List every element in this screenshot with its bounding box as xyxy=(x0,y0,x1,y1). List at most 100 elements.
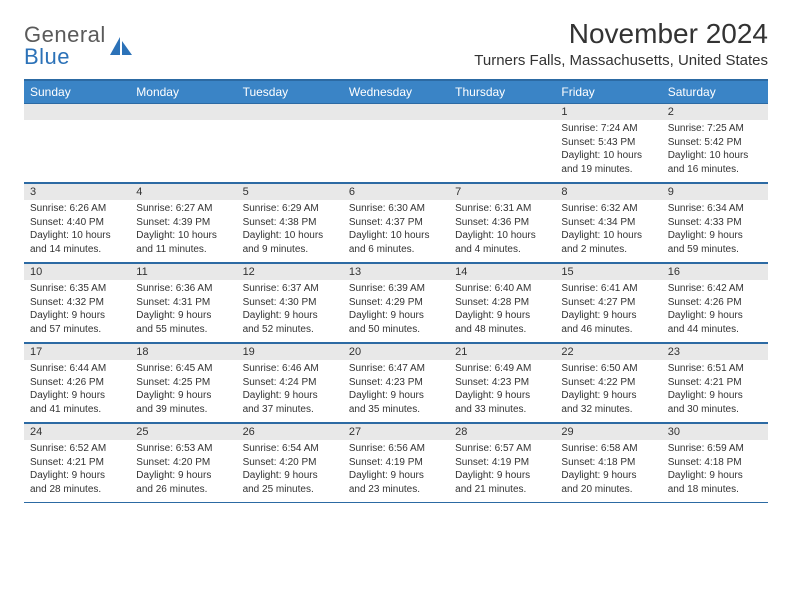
sunrise-text: Sunrise: 6:37 AM xyxy=(243,282,337,296)
daylight-text: Daylight: 9 hours and 41 minutes. xyxy=(30,389,124,416)
calendar-grid: Sunday Monday Tuesday Wednesday Thursday… xyxy=(24,79,768,503)
sunrise-text: Sunrise: 6:36 AM xyxy=(136,282,230,296)
day-number: 7 xyxy=(449,184,555,200)
sunset-text: Sunset: 4:28 PM xyxy=(455,296,549,310)
sunset-text: Sunset: 4:25 PM xyxy=(136,376,230,390)
daylight-text: Daylight: 9 hours and 21 minutes. xyxy=(455,469,549,496)
sunset-text: Sunset: 4:21 PM xyxy=(668,376,762,390)
daylight-text: Daylight: 10 hours and 4 minutes. xyxy=(455,229,549,256)
day-details: Sunrise: 6:36 AMSunset: 4:31 PMDaylight:… xyxy=(130,280,236,342)
day-number xyxy=(343,104,449,120)
day-details: Sunrise: 6:40 AMSunset: 4:28 PMDaylight:… xyxy=(449,280,555,342)
weekday-header-tuesday: Tuesday xyxy=(237,81,343,103)
sunset-text: Sunset: 4:18 PM xyxy=(561,456,655,470)
sunrise-text: Sunrise: 6:29 AM xyxy=(243,202,337,216)
sunrise-text: Sunrise: 6:56 AM xyxy=(349,442,443,456)
sunset-text: Sunset: 4:19 PM xyxy=(349,456,443,470)
sunset-text: Sunset: 4:40 PM xyxy=(30,216,124,230)
day-number: 5 xyxy=(237,184,343,200)
day-number: 6 xyxy=(343,184,449,200)
daylight-text: Daylight: 10 hours and 16 minutes. xyxy=(668,149,762,176)
day-details: Sunrise: 6:26 AMSunset: 4:40 PMDaylight:… xyxy=(24,200,130,262)
day-number: 28 xyxy=(449,424,555,440)
day-number xyxy=(449,104,555,120)
daylight-text: Daylight: 9 hours and 55 minutes. xyxy=(136,309,230,336)
sunrise-text: Sunrise: 6:58 AM xyxy=(561,442,655,456)
sunrise-text: Sunrise: 7:24 AM xyxy=(561,122,655,136)
daylight-text: Daylight: 9 hours and 52 minutes. xyxy=(243,309,337,336)
title-block: November 2024 Turners Falls, Massachuset… xyxy=(474,18,768,69)
sunset-text: Sunset: 4:21 PM xyxy=(30,456,124,470)
day-body-row: Sunrise: 7:24 AMSunset: 5:43 PMDaylight:… xyxy=(24,120,768,183)
day-number: 18 xyxy=(130,344,236,360)
daylight-text: Daylight: 9 hours and 28 minutes. xyxy=(30,469,124,496)
logo-text-block: General Blue xyxy=(24,24,106,68)
daylight-text: Daylight: 10 hours and 2 minutes. xyxy=(561,229,655,256)
day-details xyxy=(237,120,343,182)
daylight-text: Daylight: 9 hours and 18 minutes. xyxy=(668,469,762,496)
day-body-row: Sunrise: 6:44 AMSunset: 4:26 PMDaylight:… xyxy=(24,360,768,423)
sunset-text: Sunset: 4:23 PM xyxy=(455,376,549,390)
day-details: Sunrise: 6:46 AMSunset: 4:24 PMDaylight:… xyxy=(237,360,343,422)
sunrise-text: Sunrise: 6:32 AM xyxy=(561,202,655,216)
day-number: 11 xyxy=(130,264,236,280)
day-number: 9 xyxy=(662,184,768,200)
sunrise-text: Sunrise: 6:47 AM xyxy=(349,362,443,376)
sunrise-text: Sunrise: 6:52 AM xyxy=(30,442,124,456)
sunrise-text: Sunrise: 6:31 AM xyxy=(455,202,549,216)
sunset-text: Sunset: 4:24 PM xyxy=(243,376,337,390)
day-number: 12 xyxy=(237,264,343,280)
day-number xyxy=(24,104,130,120)
weekday-header-monday: Monday xyxy=(130,81,236,103)
day-number xyxy=(130,104,236,120)
sunrise-text: Sunrise: 6:41 AM xyxy=(561,282,655,296)
sail-icon xyxy=(108,33,134,59)
day-details: Sunrise: 6:35 AMSunset: 4:32 PMDaylight:… xyxy=(24,280,130,342)
day-number-row: 12 xyxy=(24,103,768,120)
day-details: Sunrise: 6:51 AMSunset: 4:21 PMDaylight:… xyxy=(662,360,768,422)
day-number xyxy=(237,104,343,120)
sunset-text: Sunset: 4:31 PM xyxy=(136,296,230,310)
sunset-text: Sunset: 4:27 PM xyxy=(561,296,655,310)
day-details: Sunrise: 6:32 AMSunset: 4:34 PMDaylight:… xyxy=(555,200,661,262)
day-details: Sunrise: 6:45 AMSunset: 4:25 PMDaylight:… xyxy=(130,360,236,422)
calendar-page: General Blue November 2024 Turners Falls… xyxy=(0,0,792,503)
weekday-header-wednesday: Wednesday xyxy=(343,81,449,103)
day-number: 8 xyxy=(555,184,661,200)
daylight-text: Daylight: 9 hours and 57 minutes. xyxy=(30,309,124,336)
sunrise-text: Sunrise: 6:53 AM xyxy=(136,442,230,456)
day-details: Sunrise: 6:58 AMSunset: 4:18 PMDaylight:… xyxy=(555,440,661,502)
day-body-row: Sunrise: 6:52 AMSunset: 4:21 PMDaylight:… xyxy=(24,440,768,503)
daylight-text: Daylight: 10 hours and 19 minutes. xyxy=(561,149,655,176)
day-details: Sunrise: 6:49 AMSunset: 4:23 PMDaylight:… xyxy=(449,360,555,422)
day-details: Sunrise: 6:42 AMSunset: 4:26 PMDaylight:… xyxy=(662,280,768,342)
daylight-text: Daylight: 9 hours and 32 minutes. xyxy=(561,389,655,416)
day-details: Sunrise: 6:39 AMSunset: 4:29 PMDaylight:… xyxy=(343,280,449,342)
daylight-text: Daylight: 9 hours and 39 minutes. xyxy=(136,389,230,416)
day-number: 16 xyxy=(662,264,768,280)
sunrise-text: Sunrise: 6:39 AM xyxy=(349,282,443,296)
day-number: 15 xyxy=(555,264,661,280)
daylight-text: Daylight: 9 hours and 46 minutes. xyxy=(561,309,655,336)
day-body-row: Sunrise: 6:26 AMSunset: 4:40 PMDaylight:… xyxy=(24,200,768,263)
sunrise-text: Sunrise: 6:42 AM xyxy=(668,282,762,296)
weekday-header-sunday: Sunday xyxy=(24,81,130,103)
sunrise-text: Sunrise: 6:45 AM xyxy=(136,362,230,376)
daylight-text: Daylight: 9 hours and 25 minutes. xyxy=(243,469,337,496)
day-details: Sunrise: 6:57 AMSunset: 4:19 PMDaylight:… xyxy=(449,440,555,502)
daylight-text: Daylight: 9 hours and 23 minutes. xyxy=(349,469,443,496)
daylight-text: Daylight: 9 hours and 33 minutes. xyxy=(455,389,549,416)
sunset-text: Sunset: 4:22 PM xyxy=(561,376,655,390)
day-details: Sunrise: 7:25 AMSunset: 5:42 PMDaylight:… xyxy=(662,120,768,182)
day-details: Sunrise: 6:59 AMSunset: 4:18 PMDaylight:… xyxy=(662,440,768,502)
daylight-text: Daylight: 9 hours and 26 minutes. xyxy=(136,469,230,496)
weeks-container: 12Sunrise: 7:24 AMSunset: 5:43 PMDayligh… xyxy=(24,103,768,503)
month-title: November 2024 xyxy=(474,18,768,50)
logo-text-general: General xyxy=(24,24,106,46)
day-number: 4 xyxy=(130,184,236,200)
sunrise-text: Sunrise: 6:44 AM xyxy=(30,362,124,376)
sunrise-text: Sunrise: 6:34 AM xyxy=(668,202,762,216)
day-number: 19 xyxy=(237,344,343,360)
sunset-text: Sunset: 4:26 PM xyxy=(668,296,762,310)
day-details: Sunrise: 6:56 AMSunset: 4:19 PMDaylight:… xyxy=(343,440,449,502)
